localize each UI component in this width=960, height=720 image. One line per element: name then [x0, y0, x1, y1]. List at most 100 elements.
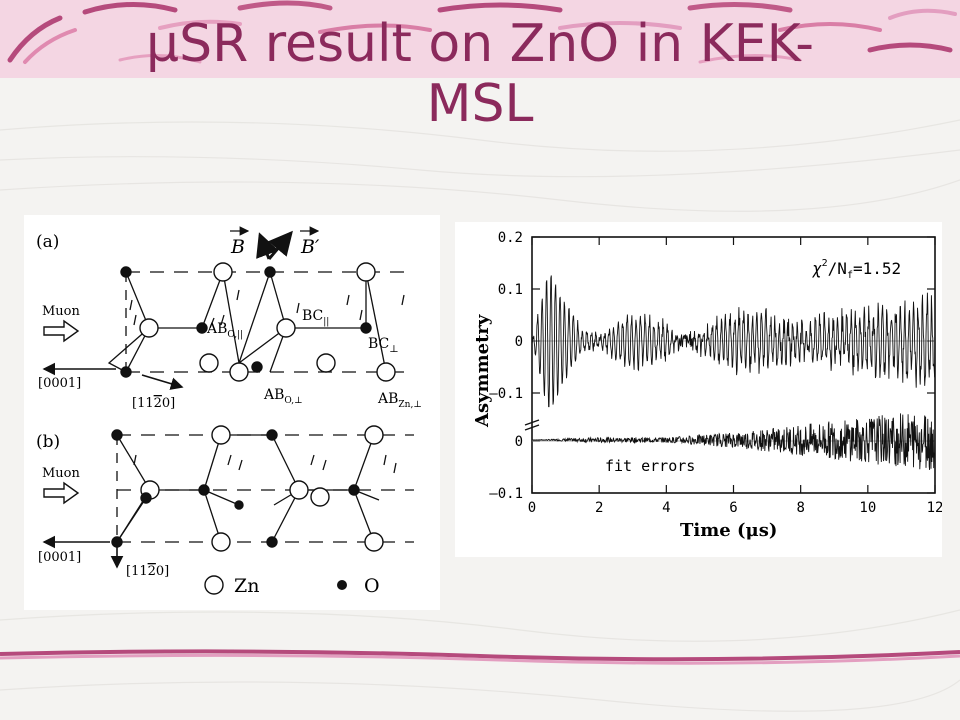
axis-1120-b: [1120] — [126, 564, 169, 579]
fit-errors-label: fit errors — [605, 457, 695, 475]
field-b-arrow — [256, 232, 279, 260]
x-tick-label: 10 — [859, 500, 876, 516]
zn-atom — [289, 480, 309, 500]
site-bc-par: BC|| — [302, 308, 329, 327]
zn-atom — [356, 262, 376, 282]
bottom-brush-rule — [0, 649, 960, 665]
muon-label-a: Muon — [42, 304, 81, 319]
y-axis-label: Asymmetry — [472, 314, 493, 428]
asymmetry-chart: 0.2 0.1 0 –0.1 0 –0.1 0 2 4 6 8 10 12 χ2/Nf=1.52 fi… — [472, 230, 943, 541]
site-ab-o-perp: ABO,⊥ — [263, 387, 303, 406]
panel-b-label: (b) — [36, 432, 60, 452]
asymmetry-chart-panel: 0.2 0.1 0 –0.1 0 –0.1 0 2 4 6 8 10 12 χ2/Nf=1.52 fi… — [455, 222, 943, 557]
o-atom — [266, 429, 278, 441]
x-axis-ticks: 0 2 4 6 8 10 12 — [528, 237, 943, 516]
slide-title-line2: MSL — [426, 74, 534, 134]
y-axis-ticks: 0.2 0.1 0 –0.1 0 –0.1 — [489, 230, 935, 502]
x-axis-label: Time (μs) — [680, 520, 777, 541]
bottom-rule-stroke-2 — [0, 653, 960, 665]
zn-atom — [310, 487, 330, 507]
site-ab-o-par: ABO,|| — [206, 321, 243, 340]
zn-atom — [213, 262, 233, 282]
axis-break-mark — [524, 419, 540, 426]
panel-a-label: (a) — [36, 232, 59, 252]
muon-a: Muon — [42, 304, 81, 343]
bond-lines — [125, 269, 387, 373]
axis-1120-a: [1120] — [132, 396, 175, 411]
field-b-prime-label: B′ — [300, 236, 320, 258]
o-atom — [264, 266, 276, 278]
x-tick-label: 6 — [729, 500, 737, 516]
o-atom — [120, 366, 132, 378]
fit-errors-series — [532, 413, 936, 471]
structure-figure: (a) B B′ Muon [0001] [1120] — [36, 226, 422, 597]
bond-lines — [107, 327, 150, 373]
o-atom — [266, 536, 278, 548]
ring-marks — [129, 289, 405, 329]
zn-atom — [316, 353, 336, 373]
o-atom — [251, 361, 263, 373]
zn-atom — [229, 362, 249, 382]
muon-arrow-b — [43, 481, 80, 505]
bottom-rule-stroke-1 — [0, 649, 960, 662]
zn-atom — [364, 425, 384, 445]
slide-title: μSR result on ZnO in KEK- MSL — [0, 14, 960, 134]
axis-1120-arrow-a — [141, 374, 184, 390]
structure-b — [116, 434, 414, 543]
o-atom — [360, 322, 372, 334]
y-tick-label: 0 — [515, 434, 523, 450]
o-atom — [111, 429, 123, 441]
x-tick-label: 8 — [796, 500, 804, 516]
muon-arrow-a — [43, 319, 80, 343]
field-b-prime-arrow — [267, 230, 293, 260]
o-atom — [234, 500, 244, 510]
x-tick-label: 0 — [528, 500, 536, 516]
atoms-b — [111, 425, 384, 552]
o-atom — [198, 484, 210, 496]
banner-fill — [0, 0, 960, 78]
field-vectors: B B′ — [230, 226, 320, 260]
y-tick-label: 0.1 — [498, 282, 523, 298]
site-ab-zn-perp: ABZn,⊥ — [377, 391, 422, 410]
o-atom — [120, 266, 132, 278]
legend-o-label: O — [364, 575, 380, 597]
y-tick-label: –0.1 — [489, 386, 523, 402]
x-tick-label: 4 — [662, 500, 670, 516]
o-atom — [196, 322, 208, 334]
y-tick-label: 0 — [515, 334, 523, 350]
structure-figure-panel: (a) B B′ Muon [0001] [1120] — [24, 215, 440, 610]
atoms-a — [120, 262, 396, 382]
site-bc-perp: BC⊥ — [368, 336, 399, 355]
o-atom — [348, 484, 360, 496]
legend-zn-label: Zn — [234, 575, 259, 597]
o-atom — [140, 492, 152, 504]
bond-lines — [116, 489, 380, 543]
slide-title-line1: μSR result on ZnO in KEK- — [145, 14, 815, 74]
x-tick-label: 12 — [927, 500, 942, 516]
field-b-label: B — [230, 236, 245, 258]
axis-break — [524, 419, 540, 431]
structure-legend: Zn O — [204, 575, 380, 597]
ring-marks — [133, 454, 397, 474]
zn-atom — [376, 362, 396, 382]
zn-atom — [199, 353, 219, 373]
zn-atom — [364, 532, 384, 552]
axis-0001-a: [0001] — [38, 376, 81, 391]
zn-atom — [211, 532, 231, 552]
zn-atom — [211, 425, 231, 445]
muon-label-b: Muon — [42, 466, 81, 481]
y-tick-label: 0.2 — [498, 230, 523, 246]
asymmetry-series — [531, 275, 936, 408]
title-banner — [0, 0, 960, 78]
zn-atom — [276, 318, 296, 338]
chi-annotation: χ2/Nf=1.52 — [812, 258, 901, 281]
x-tick-label: 2 — [595, 500, 603, 516]
legend-zn-marker — [204, 575, 224, 595]
axis-0001-b: [0001] — [38, 550, 81, 565]
banner-brush-strokes — [7, 0, 957, 64]
axis-break-mark — [524, 424, 540, 431]
muon-b: Muon — [42, 466, 81, 505]
y-tick-label: –0.1 — [489, 486, 523, 502]
zn-atom — [139, 318, 159, 338]
